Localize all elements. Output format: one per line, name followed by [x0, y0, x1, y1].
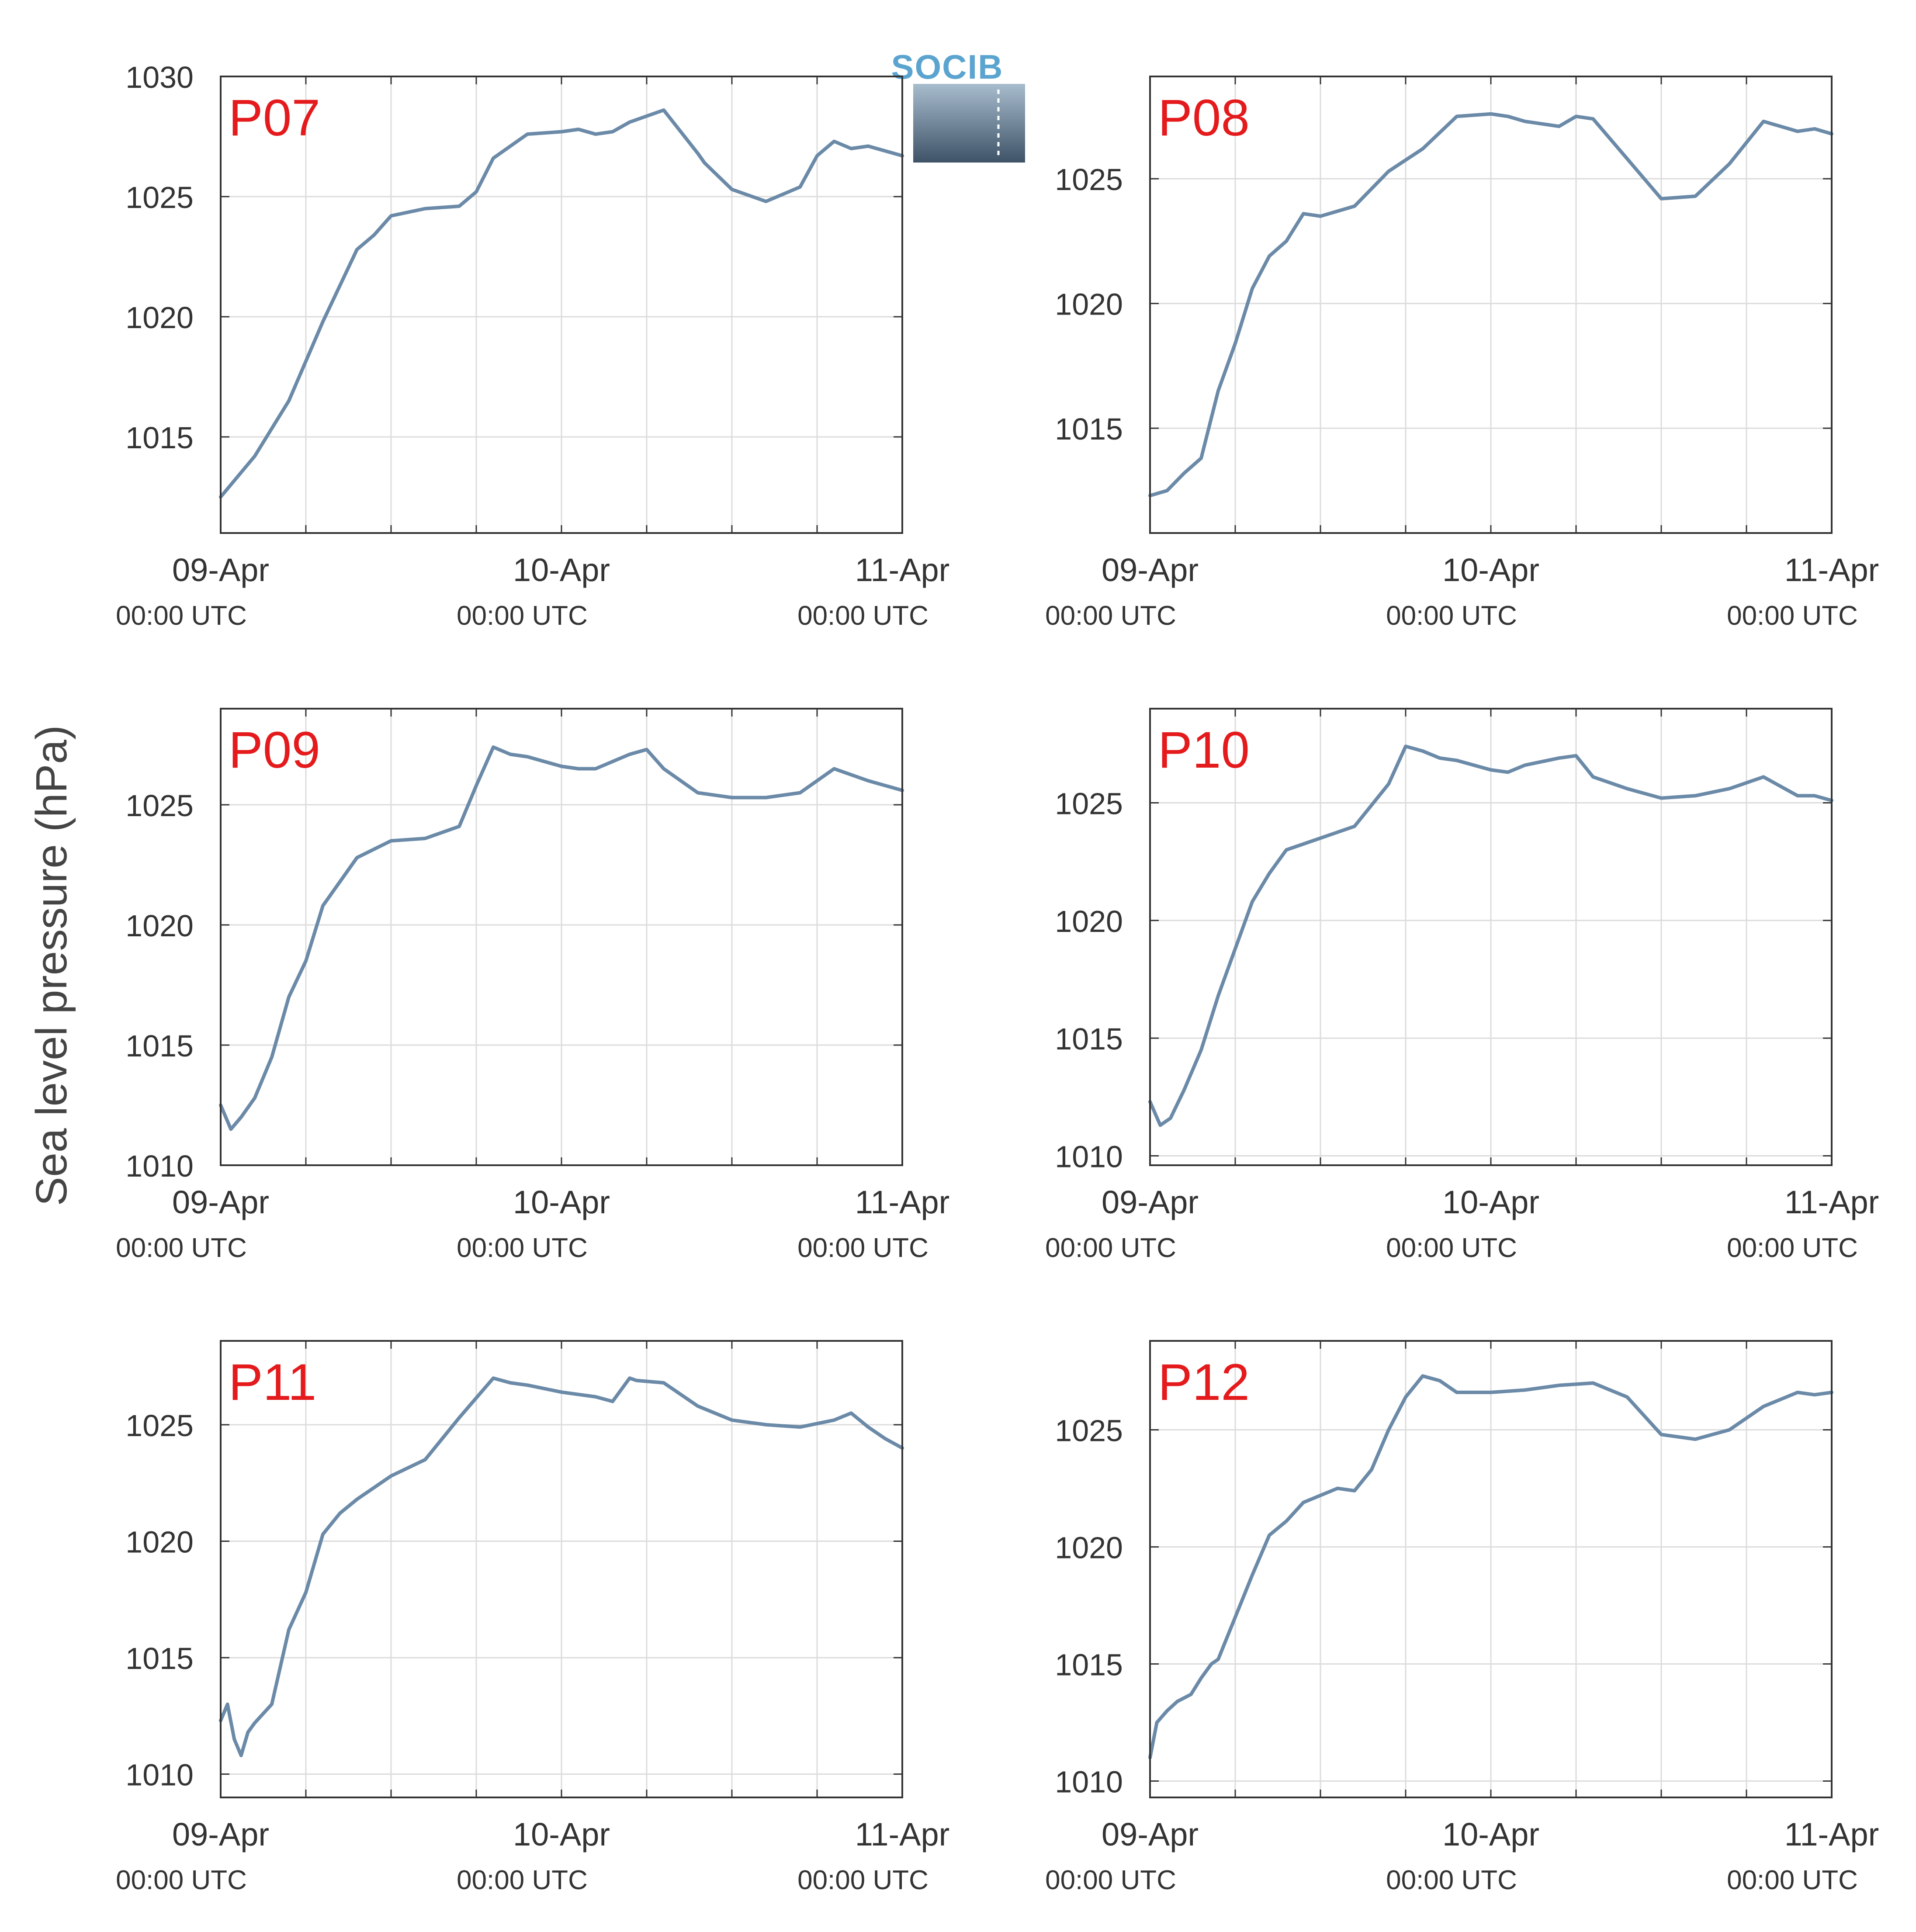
station-label: P10 [1158, 721, 1250, 779]
x-tick-label: 09-Apr [172, 1184, 269, 1220]
plot-frame [1149, 76, 1833, 534]
x-tick-sublabel: 00:00 UTC [1386, 1233, 1517, 1263]
x-tick-sublabel: 00:00 UTC [1727, 601, 1858, 631]
chart-panel-p08: 1015 1020 1025 09-Apr 00:00 UTC 10-Apr 00:00 U… [1045, 76, 1879, 631]
x-tick-sublabel: 00:00 UTC [1727, 1233, 1858, 1263]
chart-panel-p09: 1010 1015 1020 1025 09-Apr 00:00 UTC 10-Apr 00:… [116, 708, 950, 1263]
plot-frame [220, 708, 903, 1166]
y-tick-label: 1025 [125, 1409, 194, 1443]
pressure-series-line [1148, 744, 1833, 1127]
pressure-series-line [219, 1376, 904, 1757]
x-tick-sublabel: 00:00 UTC [457, 601, 588, 631]
socib-logo: SOCIB [891, 48, 1025, 163]
y-tick-label: 1020 [1055, 904, 1123, 938]
y-tick-label: 1015 [1055, 1022, 1123, 1056]
y-tick-label: 1015 [1055, 412, 1123, 446]
y-tick-label: 1015 [125, 421, 194, 455]
station-label: P09 [229, 721, 320, 779]
station-label: P11 [229, 1354, 316, 1411]
pressure-series-line [1148, 1374, 1833, 1759]
x-tick-label: 09-Apr [1102, 1816, 1199, 1852]
station-label: P12 [1158, 1354, 1250, 1411]
x-tick-label: 11-Apr [855, 552, 950, 588]
x-tick-sublabel: 00:00 UTC [1386, 601, 1517, 631]
x-tick-sublabel: 00:00 UTC [1386, 1865, 1517, 1895]
x-tick-label: 09-Apr [1102, 1184, 1199, 1220]
chart-panel-p11: 1010 1015 1020 1025 09-Apr 00:00 UTC 10-Apr 00:… [116, 1340, 950, 1895]
x-tick-label: 10-Apr [1442, 1816, 1539, 1852]
y-tick-label: 1015 [125, 1641, 194, 1676]
x-tick-sublabel: 00:00 UTC [116, 1865, 247, 1895]
x-tick-label: 09-Apr [172, 552, 269, 588]
plot-frame [220, 1340, 903, 1798]
y-tick-label: 1020 [1055, 1531, 1123, 1565]
y-tick-label: 1010 [1055, 1139, 1123, 1174]
x-tick-label: 11-Apr [1784, 552, 1879, 588]
x-tick-label: 11-Apr [1784, 1184, 1879, 1220]
y-tick-label: 1020 [125, 1525, 194, 1559]
plot-frame [1149, 708, 1833, 1166]
x-tick-label: 09-Apr [172, 1816, 269, 1852]
plot-frame [220, 76, 903, 534]
chart-panel-p12: 1010 1015 1020 1025 09-Apr 00:00 UTC 10-Apr 00:… [1045, 1340, 1879, 1895]
y-tick-label: 1015 [1055, 1648, 1123, 1682]
chart-panel-p07: 1015 1020 1025 1030 09-Apr 00:00 UTC 10-Apr 00:… [116, 60, 949, 631]
station-label: P07 [229, 89, 320, 147]
x-tick-label: 10-Apr [513, 552, 610, 588]
pressure-series-line [1148, 112, 1833, 498]
y-tick-label: 1010 [125, 1149, 194, 1183]
x-tick-label: 10-Apr [1442, 1184, 1539, 1220]
x-tick-sublabel: 00:00 UTC [116, 601, 247, 631]
y-tick-label: 1025 [1055, 163, 1123, 197]
socib-logo-text: SOCIB [891, 48, 1003, 86]
x-tick-label: 11-Apr [855, 1184, 950, 1220]
x-tick-sublabel: 00:00 UTC [797, 601, 929, 631]
x-tick-sublabel: 00:00 UTC [1727, 1865, 1858, 1895]
y-tick-label: 1025 [1055, 786, 1123, 821]
x-tick-sublabel: 00:00 UTC [1045, 1865, 1176, 1895]
plot-frame [1149, 1340, 1833, 1798]
station-label: P08 [1158, 89, 1250, 147]
y-tick-label: 1010 [125, 1758, 194, 1792]
x-tick-sublabel: 00:00 UTC [1045, 601, 1176, 631]
y-tick-label: 1015 [125, 1029, 194, 1063]
y-tick-label: 1020 [125, 301, 194, 335]
x-tick-label: 11-Apr [1784, 1816, 1879, 1852]
x-tick-label: 10-Apr [1442, 552, 1539, 588]
x-tick-label: 10-Apr [513, 1184, 610, 1220]
x-tick-label: 09-Apr [1102, 552, 1199, 588]
y-tick-label: 1025 [125, 789, 194, 823]
pressure-series-line [219, 745, 904, 1131]
x-tick-sublabel: 00:00 UTC [457, 1865, 588, 1895]
socib-logo-block [913, 84, 1025, 163]
x-tick-sublabel: 00:00 UTC [797, 1865, 929, 1895]
y-tick-label: 1025 [1055, 1414, 1123, 1448]
y-tick-label: 1025 [125, 180, 194, 215]
x-tick-label: 10-Apr [513, 1816, 610, 1852]
x-tick-sublabel: 00:00 UTC [457, 1233, 588, 1263]
y-tick-label: 1020 [1055, 287, 1123, 322]
chart-panel-p10: 1010 1015 1020 1025 09-Apr 00:00 UTC 10-Apr 00:… [1045, 708, 1879, 1263]
x-tick-sublabel: 00:00 UTC [116, 1233, 247, 1263]
y-axis-label: Sea level pressure (hPa) [27, 725, 76, 1206]
x-tick-sublabel: 00:00 UTC [797, 1233, 929, 1263]
pressure-series-line [219, 108, 904, 499]
y-tick-label: 1010 [1055, 1765, 1123, 1799]
panels-group: 1015 1020 1025 1030 09-Apr 00:00 UTC 10-Apr 00:… [116, 60, 1879, 1895]
y-tick-label: 1020 [125, 909, 194, 943]
y-tick-label: 1030 [125, 60, 194, 94]
x-tick-label: 11-Apr [855, 1816, 950, 1852]
x-tick-sublabel: 00:00 UTC [1045, 1233, 1176, 1263]
